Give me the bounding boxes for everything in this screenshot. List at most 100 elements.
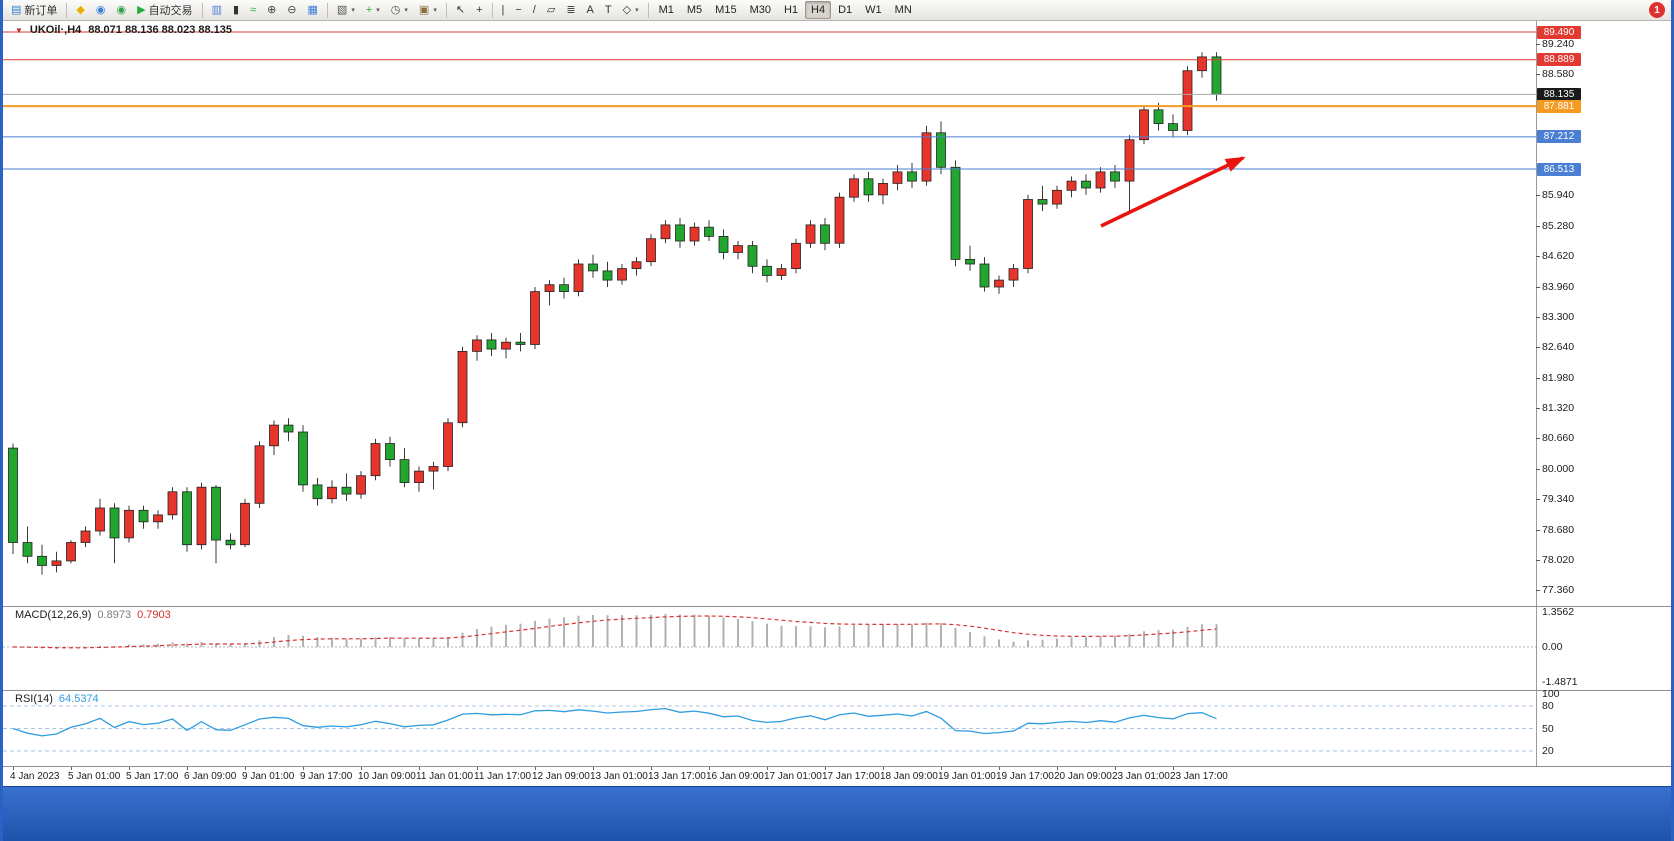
price-tick: 80.660 — [1535, 432, 1575, 445]
timeframe-mn-button[interactable]: MN — [889, 1, 918, 19]
text-icon-button[interactable]: A — [582, 1, 599, 19]
time-tick — [767, 767, 768, 770]
time-tick — [419, 767, 420, 770]
chevron-down-icon: ▾ — [433, 7, 437, 14]
timeframe-w1-button[interactable]: W1 — [859, 1, 888, 19]
time-label: 6 Jan 09:00 — [184, 771, 237, 782]
periods-icon-button[interactable]: ◷ ▾ — [386, 1, 413, 19]
price-tick: 85.280 — [1535, 219, 1575, 232]
price-axis-line — [1536, 21, 1537, 766]
text-icon-icon: A — [586, 3, 594, 16]
time-tick — [1057, 767, 1058, 770]
price-badge[interactable]: 88.889 — [1537, 53, 1581, 67]
arrange-windows-icon-button[interactable]: ▧ ▾ — [332, 1, 360, 19]
pane-separator[interactable] — [3, 690, 1671, 691]
cursor-icon-button[interactable]: ↖ — [451, 1, 470, 19]
macd-main-value: 0.8973 — [97, 609, 132, 621]
crosshair-icon-button[interactable]: + — [471, 1, 487, 19]
indicators-icon-button[interactable]: + ▾ — [361, 1, 385, 19]
templates-icon-icon: ▣ — [418, 3, 430, 16]
shapes-icon-button[interactable]: ◇ ▾ — [618, 1, 644, 19]
rsi-chart[interactable] — [3, 691, 1536, 766]
timeframe-m30-button[interactable]: M30 — [744, 1, 777, 19]
crosshair-icon-icon: + — [476, 3, 483, 16]
time-label: 17 Jan 17:00 — [822, 771, 880, 782]
time-tick — [13, 767, 14, 770]
notifications-badge[interactable]: 1 — [1649, 2, 1665, 18]
time-axis[interactable]: 4 Jan 2023 5 Jan 01:00 5 Jan 17:00 6 Jan 09… — [3, 767, 1536, 786]
templates-icon-button[interactable]: ▣ ▾ — [414, 1, 442, 19]
chart-symbol: UKOil·,H4 — [29, 24, 82, 36]
price-badge[interactable]: 86.513 — [1537, 162, 1581, 176]
depth-of-market-icon-button[interactable]: ◉ — [91, 1, 111, 19]
autotrading-icon: ▶ — [137, 3, 146, 16]
fibonacci-icon-button[interactable]: ≣ — [561, 1, 580, 19]
chevron-down-icon: ▾ — [635, 7, 639, 14]
time-tick — [245, 767, 246, 770]
price-tick: 88.580 — [1535, 67, 1575, 80]
periods-icon-icon: ◷ — [390, 3, 401, 16]
vertical-line-icon-button[interactable]: | — [497, 1, 510, 19]
timeframe-h1-button[interactable]: H1 — [778, 1, 804, 19]
price-tick: 83.300 — [1535, 310, 1575, 323]
price-tick: 77.360 — [1535, 584, 1575, 597]
price-badge[interactable]: 88.135 — [1537, 87, 1581, 101]
rsi-name: RSI(14) — [15, 693, 53, 705]
price-badge[interactable]: 87.212 — [1537, 130, 1581, 144]
rsi-scale-label: 20 — [1542, 745, 1554, 757]
macd-chart[interactable] — [3, 607, 1536, 690]
chevron-down-icon: ▾ — [404, 7, 408, 14]
pane-separator[interactable] — [3, 606, 1671, 607]
candlestick-chart-icon-button[interactable]: ▮ — [228, 1, 244, 19]
timeframe-d1-button[interactable]: D1 — [832, 1, 858, 19]
timeframe-m5-button[interactable]: M5 — [681, 1, 708, 19]
toolbar-separator — [326, 2, 328, 18]
line-chart-icon-button[interactable]: ≈ — [245, 1, 261, 19]
bar-chart-icon-button[interactable]: ▥ — [207, 1, 227, 19]
new-order-button[interactable]: ▤ 新订单 — [6, 1, 62, 19]
window-bottom-frame — [3, 786, 1671, 841]
time-label: 12 Jan 09:00 — [532, 771, 590, 782]
horizontal-line-icon-button[interactable]: − — [510, 1, 526, 19]
strategy-tester-icon-button[interactable]: ◉ — [111, 1, 131, 19]
price-tick: 89.240 — [1535, 37, 1575, 50]
price-chart[interactable] — [3, 21, 1536, 606]
time-tick — [71, 767, 72, 770]
time-tick — [1115, 767, 1116, 770]
equidistant-channel-icon-button[interactable]: ▱ — [542, 1, 560, 19]
price-tick: 82.640 — [1535, 341, 1575, 354]
zoom-out-icon-button[interactable]: ⊖ — [282, 1, 301, 19]
time-label: 19 Jan 01:00 — [938, 771, 996, 782]
time-label: 19 Jan 17:00 — [996, 771, 1054, 782]
time-label: 13 Jan 01:00 — [590, 771, 648, 782]
toolbar-separator — [201, 2, 203, 18]
macd-scale-zero: 0.00 — [1542, 641, 1563, 653]
time-tick — [825, 767, 826, 770]
line-chart-icon-icon: ≈ — [250, 3, 257, 16]
time-tick — [477, 767, 478, 770]
tile-windows-icon-button[interactable]: ▦ — [303, 1, 323, 19]
time-label: 20 Jan 09:00 — [1054, 771, 1112, 782]
timeframe-m15-button[interactable]: M15 — [709, 1, 742, 19]
autotrading-button[interactable]: ▶ 自动交易 — [132, 1, 197, 19]
text-label-icon-button[interactable]: T — [600, 1, 617, 19]
timeframe-h4-button[interactable]: H4 — [805, 1, 832, 19]
strategy-tester-icon-icon: ◉ — [116, 3, 127, 16]
hotkeys-icon-button[interactable]: ◆ — [71, 1, 89, 19]
trendline-icon-button[interactable]: / — [528, 1, 541, 19]
time-label: 10 Jan 09:00 — [358, 771, 416, 782]
fibonacci-icon-icon: ≣ — [566, 3, 576, 16]
price-badge[interactable]: 87.881 — [1537, 99, 1581, 113]
toolbar-separator — [66, 2, 68, 18]
depth-of-market-icon-icon: ◉ — [95, 3, 106, 16]
hotkeys-icon-icon: ◆ — [76, 3, 85, 16]
toolbar-separator — [445, 2, 447, 18]
price-tick: 78.680 — [1535, 523, 1575, 536]
toolbar-separator — [491, 2, 493, 18]
zoom-in-icon-button[interactable]: ⊕ — [262, 1, 281, 19]
price-badge[interactable]: 89.490 — [1537, 25, 1581, 39]
price-tick: 78.020 — [1535, 553, 1575, 566]
tile-windows-icon-icon: ▦ — [307, 3, 318, 16]
time-tick — [187, 767, 188, 770]
timeframe-m1-button[interactable]: M1 — [653, 1, 680, 19]
